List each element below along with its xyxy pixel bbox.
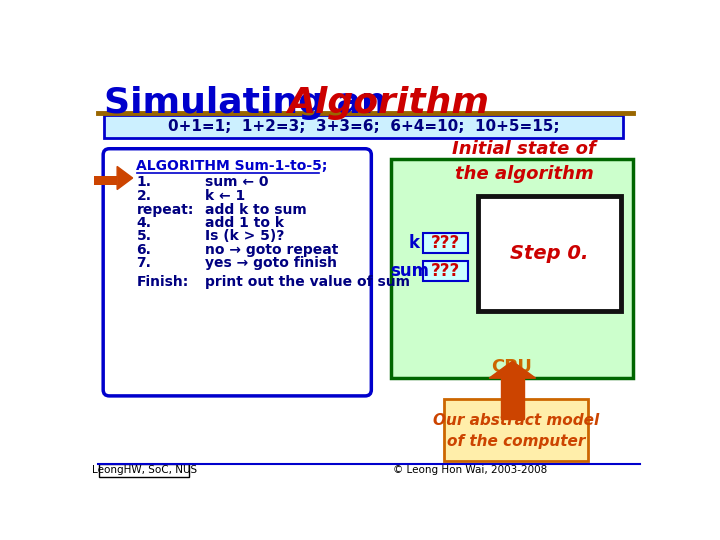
Text: Is (k > 5)?: Is (k > 5)? [204,229,284,243]
Text: k: k [408,234,420,252]
Text: CPU: CPU [491,357,532,376]
FancyBboxPatch shape [99,464,189,477]
Text: ???: ??? [431,234,460,252]
Text: © Leong Hon Wai, 2003-2008: © Leong Hon Wai, 2003-2008 [392,465,547,475]
Text: print out the value of sum: print out the value of sum [204,275,410,289]
Text: k ← 1: k ← 1 [204,188,245,202]
Text: ALGORITHM Sum-1-to-5;: ALGORITHM Sum-1-to-5; [137,159,328,173]
Text: LeongHW, SoC, NUS: LeongHW, SoC, NUS [91,465,197,475]
FancyBboxPatch shape [423,261,468,281]
Polygon shape [500,378,524,419]
Text: 6.: 6. [137,242,151,256]
Text: 2.: 2. [137,188,151,202]
Text: yes → goto finish: yes → goto finish [204,255,337,269]
FancyBboxPatch shape [423,233,468,253]
Text: 5.: 5. [137,229,151,243]
Text: Simulating an: Simulating an [104,86,400,120]
Text: 0+1=1;  1+2=3;  3+3=6;  6+4=10;  10+5=15;: 0+1=1; 1+2=3; 3+3=6; 6+4=10; 10+5=15; [168,119,559,134]
Text: sum ← 0: sum ← 0 [204,175,268,189]
FancyBboxPatch shape [444,399,588,461]
Text: 7.: 7. [137,255,151,269]
Text: Algorithm: Algorithm [287,86,490,120]
Text: repeat:: repeat: [137,202,194,217]
Polygon shape [489,361,536,378]
Text: Initial state of
the algorithm: Initial state of the algorithm [452,139,596,183]
Text: no → goto repeat: no → goto repeat [204,242,338,256]
Text: add 1 to k: add 1 to k [204,215,284,230]
Text: 4.: 4. [137,215,151,230]
FancyBboxPatch shape [104,115,624,138]
Text: ???: ??? [431,262,460,280]
FancyBboxPatch shape [391,159,632,378]
Text: Our abstract model
of the computer: Our abstract model of the computer [433,413,599,449]
FancyBboxPatch shape [103,148,372,396]
Text: Step 0.: Step 0. [510,244,588,263]
Text: Finish:: Finish: [137,275,189,289]
Text: sum: sum [390,262,429,280]
Text: 1.: 1. [137,175,151,189]
FancyBboxPatch shape [94,176,117,185]
Polygon shape [117,166,132,190]
Text: add k to sum: add k to sum [204,202,307,217]
FancyBboxPatch shape [477,195,621,311]
